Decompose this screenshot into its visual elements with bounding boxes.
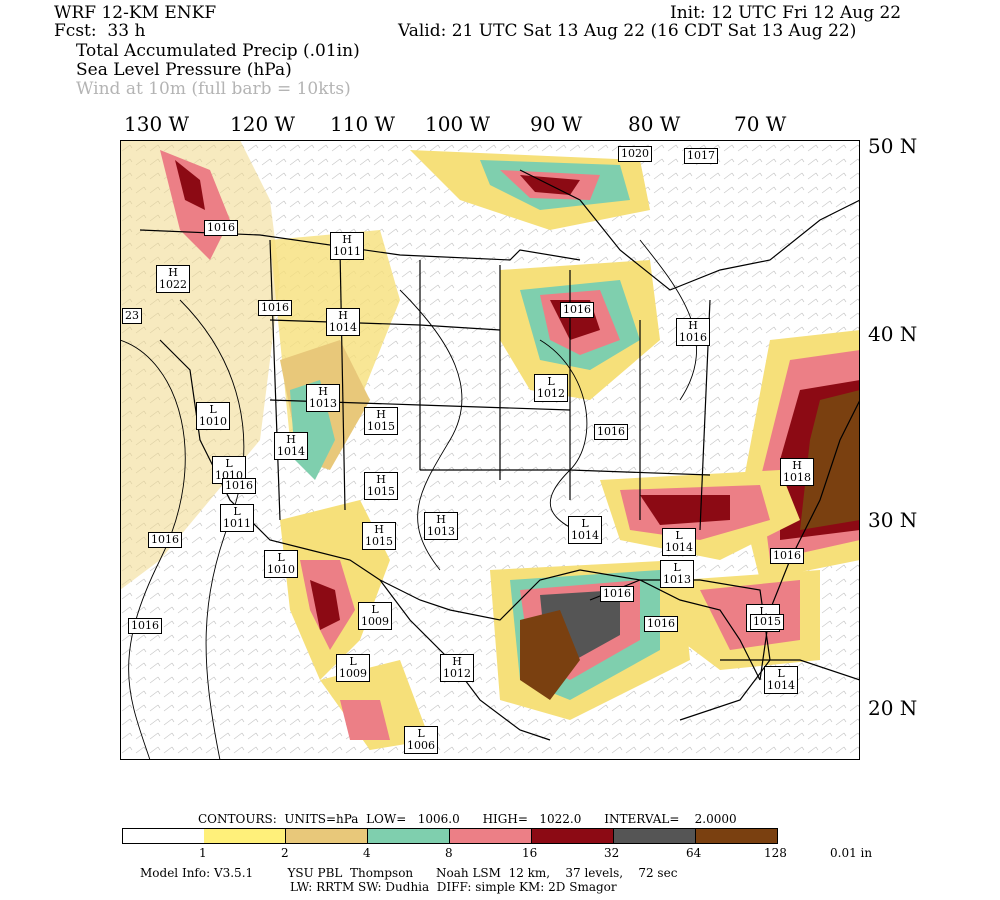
pressure-center-label: L 1014 bbox=[662, 528, 696, 556]
field-precip: Total Accumulated Precip (.01in) bbox=[76, 41, 360, 61]
contours-info: CONTOURS: UNITS=hPa LOW= 1006.0 HIGH= 10… bbox=[198, 812, 737, 826]
isobar-label: 1016 bbox=[594, 424, 628, 440]
isobar-label: 23 bbox=[122, 308, 142, 324]
lon-label: 130 W bbox=[124, 112, 190, 136]
colorbar-swatch bbox=[450, 828, 532, 844]
colorbar-swatch bbox=[122, 828, 205, 844]
colorbar-label: 8 bbox=[445, 846, 453, 860]
lon-label: 70 W bbox=[734, 112, 787, 136]
lon-label: 100 W bbox=[425, 112, 491, 136]
lat-label: 20 N bbox=[868, 696, 918, 720]
colorbar-label: 32 bbox=[604, 846, 620, 860]
pressure-center-label: L 1006 bbox=[404, 726, 438, 754]
init-time: Init: 12 UTC Fri 12 Aug 22 bbox=[670, 3, 902, 23]
lat-label: 50 N bbox=[868, 134, 918, 158]
isobar-label: 1016 bbox=[204, 220, 238, 236]
pressure-center-label: H 1015 bbox=[362, 522, 396, 550]
colorbar-label: 2 bbox=[281, 846, 289, 860]
lon-label: 90 W bbox=[530, 112, 583, 136]
political-boundaries bbox=[139, 169, 860, 681]
pressure-center-label: H 1013 bbox=[306, 384, 340, 412]
lat-label: 40 N bbox=[868, 322, 918, 346]
isobar-label: 1016 bbox=[644, 616, 678, 632]
isobar-label: 1020 bbox=[618, 146, 652, 162]
isobar-label: 1016 bbox=[128, 618, 162, 634]
lon-label: 80 W bbox=[628, 112, 681, 136]
model-title: WRF 12-KM ENKF bbox=[54, 3, 217, 23]
colorbar-label: 4 bbox=[363, 846, 371, 860]
colorbar-swatch bbox=[286, 828, 368, 844]
field-slp: Sea Level Pressure (hPa) bbox=[76, 60, 292, 80]
isobar-label: 1016 bbox=[148, 532, 182, 548]
colorbar-swatch bbox=[204, 828, 286, 844]
pressure-center-label: L 1011 bbox=[220, 504, 254, 532]
isobar-label: 1016 bbox=[258, 300, 292, 316]
pressure-center-label: H 1015 bbox=[364, 472, 398, 500]
pressure-center-label: L 1009 bbox=[358, 602, 392, 630]
pressure-center-label: H 1011 bbox=[330, 232, 364, 260]
valid-time: Valid: 21 UTC Sat 13 Aug 22 (16 CDT Sat … bbox=[398, 21, 857, 41]
colorbar-label: 128 bbox=[764, 846, 787, 860]
lon-label: 120 W bbox=[230, 112, 296, 136]
colorbar-label: 64 bbox=[686, 846, 702, 860]
lat-label: 30 N bbox=[868, 508, 918, 532]
field-wind: Wind at 10m (full barb = 10kts) bbox=[76, 79, 351, 99]
isobar-label: 1016 bbox=[222, 478, 256, 494]
pressure-center-label: L 1012 bbox=[534, 374, 568, 402]
isobar-label: 1016 bbox=[600, 586, 634, 602]
isobar-label: 1017 bbox=[684, 148, 718, 164]
pressure-center-label: H 1018 bbox=[780, 458, 814, 486]
pressure-center-label: L 1010 bbox=[264, 550, 298, 578]
colorbar-label: 0.01 in bbox=[830, 846, 873, 860]
pressure-center-label: H 1015 bbox=[364, 407, 398, 435]
pressure-center-label: L 1009 bbox=[336, 654, 370, 682]
isobar-label: 1016 bbox=[560, 302, 594, 318]
pressure-center-label: L 1013 bbox=[660, 560, 694, 588]
colorbar-swatch bbox=[532, 828, 614, 844]
model-info: Model Info: V3.5.1 YSU PBL Thompson Noah… bbox=[140, 866, 678, 880]
weather-map bbox=[120, 140, 860, 760]
colorbar-swatch bbox=[614, 828, 696, 844]
pressure-center-label: H 1016 bbox=[676, 318, 710, 346]
pressure-center-label: H 1022 bbox=[156, 265, 190, 293]
isobar-label: 1016 bbox=[770, 548, 804, 564]
pressure-center-label: L 1010 bbox=[196, 402, 230, 430]
pressure-center-label: L 1014 bbox=[568, 516, 602, 544]
pressure-center-label: H 1014 bbox=[326, 308, 360, 336]
pressure-center-label: H 1014 bbox=[274, 432, 308, 460]
pressure-center-label: L 1014 bbox=[764, 666, 798, 694]
pressure-center-label: H 1012 bbox=[440, 654, 474, 682]
pressure-center-label: H 1013 bbox=[424, 512, 458, 540]
colorbar-swatch bbox=[696, 828, 778, 844]
physics-info: LW: RRTM SW: Dudhia DIFF: simple KM: 2D … bbox=[290, 880, 617, 894]
colorbar-label: 1 bbox=[199, 846, 207, 860]
colorbar-swatch bbox=[368, 828, 450, 844]
lon-label: 110 W bbox=[330, 112, 396, 136]
isobar-label: 1015 bbox=[750, 614, 784, 630]
forecast-hour: Fcst: 33 h bbox=[54, 21, 146, 41]
colorbar-label: 16 bbox=[522, 846, 538, 860]
